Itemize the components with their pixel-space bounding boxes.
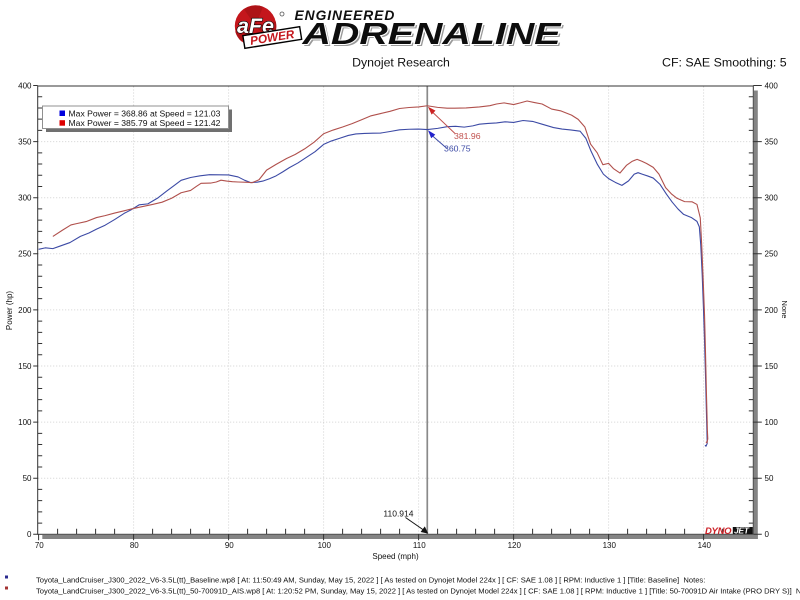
svg-text:Toyota_LandCruiser_J300_2022_V: Toyota_LandCruiser_J300_2022_V6-3.5L(tt)… (36, 576, 705, 585)
svg-text:50: 50 (23, 474, 32, 483)
svg-text:70: 70 (35, 541, 44, 550)
svg-text:250: 250 (18, 250, 32, 259)
svg-text:CF: SAE Smoothing: 5: CF: SAE Smoothing: 5 (662, 56, 787, 70)
svg-text:110.914: 110.914 (383, 509, 413, 519)
svg-text:Max Power = 385.79 at Speed =: Max Power = 385.79 at Speed = 121.42 (69, 118, 221, 128)
svg-text:200: 200 (18, 306, 32, 315)
svg-text:None: None (780, 301, 789, 319)
svg-text:100: 100 (318, 541, 332, 550)
svg-text:150: 150 (18, 362, 32, 371)
svg-text:100: 100 (765, 418, 779, 427)
svg-text:DYNO: DYNO (705, 526, 732, 537)
svg-text:300: 300 (18, 194, 32, 203)
svg-text:150: 150 (765, 362, 779, 371)
svg-text:Toyota_LandCruiser_J300_2022_V: Toyota_LandCruiser_J300_2022_V6-3.5L(tt)… (36, 587, 800, 596)
svg-text:90: 90 (225, 541, 234, 550)
svg-text:50: 50 (765, 474, 774, 483)
svg-text:ADRENALINE: ADRENALINE (301, 16, 562, 51)
svg-text:0: 0 (765, 530, 770, 539)
svg-text:140: 140 (698, 541, 712, 550)
svg-text:250: 250 (765, 250, 779, 259)
svg-text:130: 130 (603, 541, 617, 550)
svg-text:POWER: POWER (249, 27, 296, 48)
svg-text:80: 80 (130, 541, 139, 550)
svg-text:0: 0 (27, 530, 32, 539)
svg-text:Power (hp): Power (hp) (5, 291, 14, 330)
svg-text:100: 100 (18, 418, 32, 427)
svg-text:ADRENALINE: ADRENALINE (304, 18, 565, 53)
svg-text:381.96: 381.96 (454, 131, 481, 141)
svg-text:300: 300 (765, 194, 779, 203)
svg-text:Max Power = 368.86 at Speed =: Max Power = 368.86 at Speed = 121.03 (69, 108, 221, 118)
svg-text:360.75: 360.75 (444, 144, 471, 154)
svg-text:110: 110 (413, 541, 426, 550)
svg-text:350: 350 (18, 138, 32, 147)
svg-text:400: 400 (765, 81, 779, 90)
svg-text:400: 400 (18, 81, 32, 90)
svg-text:Speed (mph): Speed (mph) (372, 552, 419, 561)
svg-text:350: 350 (765, 138, 779, 147)
svg-text:200: 200 (765, 306, 779, 315)
svg-text:JET: JET (734, 525, 750, 535)
svg-text:Dynojet Research: Dynojet Research (352, 56, 450, 70)
svg-text:120: 120 (508, 541, 522, 550)
svg-text:ENGINEERED: ENGINEERED (295, 8, 396, 23)
